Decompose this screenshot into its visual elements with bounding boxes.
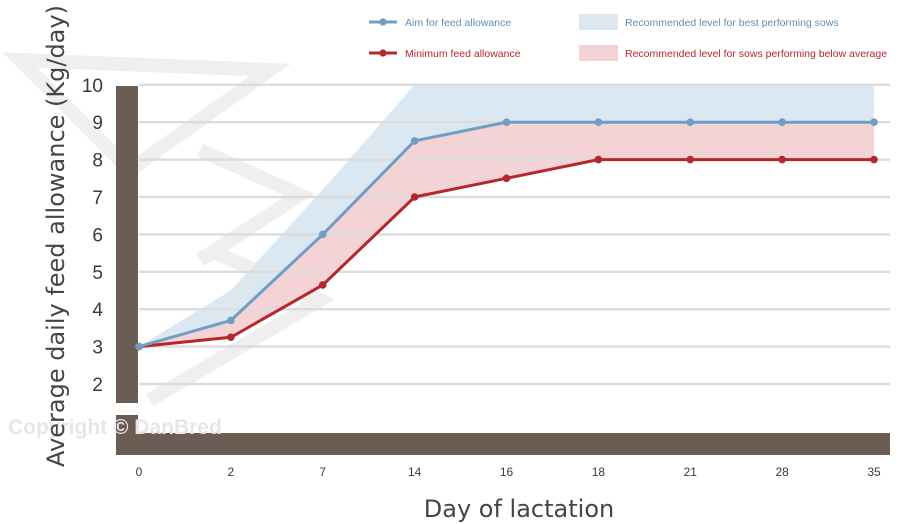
legend-min-marker <box>379 49 387 57</box>
x-tick-label: 2 <box>228 465 235 479</box>
y-axis-break-mark <box>111 402 143 414</box>
data-point <box>686 118 695 126</box>
data-point <box>318 230 327 239</box>
legend-aim-label: Aim for feed allowance <box>405 17 511 29</box>
y-axis-title: Average daily feed allowance (Kg/day) <box>42 5 70 467</box>
watermark-text: Copyright © DanBred <box>8 416 222 439</box>
y-tick-label: 2 <box>92 375 103 396</box>
x-axis-title: Day of lactation <box>424 495 614 523</box>
data-point <box>502 174 511 183</box>
data-point <box>410 193 419 201</box>
y-tick-label: 4 <box>92 300 103 321</box>
x-tick-label: 28 <box>775 465 789 479</box>
y-tick-label: 5 <box>92 263 103 284</box>
y-tick-label: 6 <box>92 225 103 246</box>
series-layer <box>135 118 878 351</box>
legend-below-swatch <box>579 45 618 61</box>
data-point <box>227 333 235 342</box>
data-point <box>870 155 878 164</box>
band-area <box>139 122 874 347</box>
x-tick-label: 35 <box>867 465 881 479</box>
legend-aim-marker <box>379 18 387 26</box>
data-point <box>778 155 786 164</box>
data-point <box>778 118 786 126</box>
x-tick-label: 0 <box>136 465 143 479</box>
x-tick-label: 7 <box>319 465 326 479</box>
data-point <box>318 281 327 289</box>
y-tick-labels: 2 3 4 5 6 7 8 9 10 <box>82 76 104 396</box>
data-point <box>594 155 603 164</box>
data-point <box>686 155 695 164</box>
data-point <box>594 118 603 126</box>
watermark-logo-shape <box>2 52 336 407</box>
x-tick-label: 14 <box>408 465 422 479</box>
legend-below-label: Recommended level for sows performing be… <box>625 48 887 60</box>
y-tick-label: 10 <box>82 76 103 97</box>
y-tick-label: 9 <box>92 113 103 134</box>
legend-min-label: Minimum feed allowance <box>405 48 521 60</box>
legend-best-swatch <box>579 14 618 30</box>
x-tick-label: 18 <box>592 465 606 479</box>
data-point <box>410 137 419 145</box>
data-point <box>502 118 511 126</box>
data-point <box>135 342 143 351</box>
x-tick-labels: 0 2 7 14 16 18 21 28 35 <box>136 465 881 479</box>
data-point <box>227 316 235 325</box>
x-tick-label: 16 <box>500 465 514 479</box>
legend-best-label: Recommended level for best performing so… <box>625 17 839 29</box>
band-layer <box>139 84 874 347</box>
y-tick-label: 8 <box>92 151 103 172</box>
x-tick-label: 21 <box>684 465 698 479</box>
y-axis-bar-upper <box>116 86 138 403</box>
x-axis-bar <box>116 433 890 455</box>
data-point <box>870 118 878 126</box>
y-tick-label: 3 <box>92 338 103 359</box>
y-tick-label: 7 <box>92 188 103 209</box>
band-area <box>139 84 874 347</box>
legend: Aim for feed allowance Minimum feed allo… <box>369 14 887 61</box>
